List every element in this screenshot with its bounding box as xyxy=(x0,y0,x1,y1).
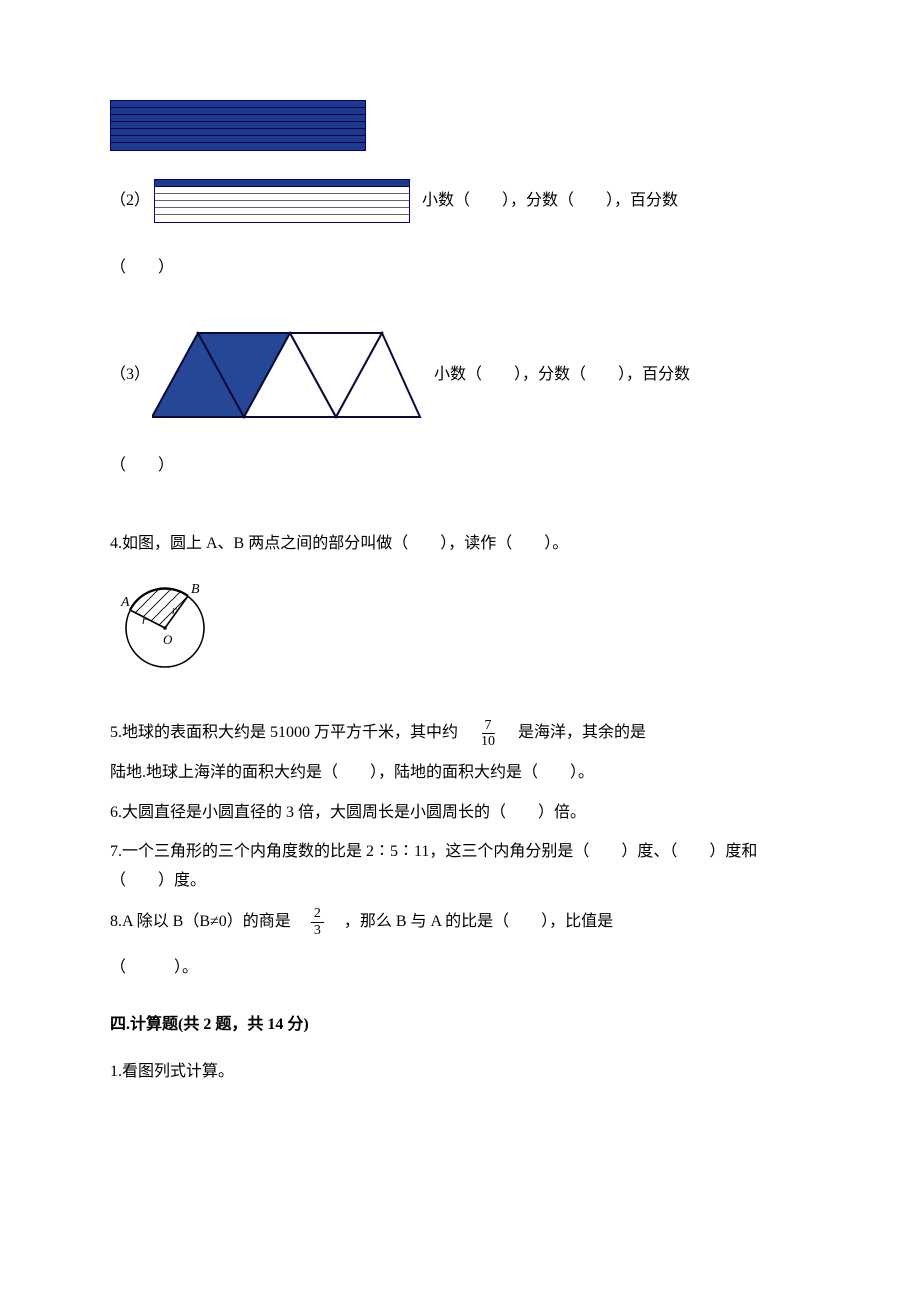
q4-circle-figure: A B O r r xyxy=(110,570,810,677)
q5-line2: 陆地.地球上海洋的面积大约是（ ），陆地的面积大约是（ ）。 xyxy=(110,757,810,789)
q5-post: 是海洋，其余的是 xyxy=(518,724,646,741)
q3-triangles-figure xyxy=(152,329,422,421)
q8-frac-num: 2 xyxy=(311,906,324,922)
q8-post: ，那么 B 与 A 的比是（ ），比值是 xyxy=(344,913,613,930)
q8-fraction: 2 3 xyxy=(311,906,324,938)
q2-number: （2） xyxy=(110,190,150,212)
q3-row: （3） 小数（ ），分数（ ），百分数 xyxy=(110,329,810,421)
q5-pre: 5.地球的表面积大约是 51000 万平方千米，其中约 xyxy=(110,724,458,741)
q2-paren: （ ） xyxy=(110,257,810,279)
q4-block: 4.如图，圆上 A、B 两点之间的部分叫做（ ），读作（ ）。 xyxy=(110,528,810,677)
q2-block: （2） 小数（ ），分数（ ），百分数 （ ） xyxy=(110,100,810,279)
q3-block: （3） 小数（ ），分数（ ），百分数 （ ） xyxy=(110,329,810,477)
q5-fraction: 7 10 xyxy=(478,718,498,750)
q8-pre: 8.A 除以 B（B≠0）的商是 xyxy=(110,913,291,930)
section4-title: 四.计算题(共 2 题，共 14 分) xyxy=(110,1014,810,1036)
q2-text: 小数（ ），分数（ ），百分数 xyxy=(422,190,678,212)
q3-text: 小数（ ），分数（ ），百分数 xyxy=(434,364,690,386)
label-A: A xyxy=(120,595,130,610)
label-r1: r xyxy=(142,613,147,627)
q3-paren: （ ） xyxy=(110,455,810,477)
q5-frac-den: 10 xyxy=(478,734,498,749)
label-B: B xyxy=(191,582,200,597)
q4-text: 4.如图，圆上 A、B 两点之间的部分叫做（ ），读作（ ）。 xyxy=(110,528,810,560)
q8-frac-den: 3 xyxy=(311,923,324,938)
label-O: O xyxy=(163,632,173,647)
q6-text: 6.大圆直径是小圆直径的 3 倍，大圆周长是小圆周长的（ ）倍。 xyxy=(110,799,810,828)
q2-row: （2） 小数（ ），分数（ ），百分数 xyxy=(110,179,810,223)
q2-stripes-bottom xyxy=(154,179,410,223)
q5-block: 5.地球的表面积大约是 51000 万平方千米，其中约 7 10 是海洋，其余的… xyxy=(110,717,810,789)
q5-frac-num: 7 xyxy=(482,718,495,734)
q2-stripes-top xyxy=(110,100,366,151)
q7-text: 7.一个三角形的三个内角度数的比是 2∶5∶11，这三个内角分别是（ ）度、（ … xyxy=(110,838,810,896)
q3-number: （3） xyxy=(110,364,150,386)
q8-line2: （ ）。 xyxy=(110,952,810,984)
section4-q1: 1.看图列式计算。 xyxy=(110,1056,810,1088)
label-r2: r xyxy=(172,603,177,617)
q8-block: 8.A 除以 B（B≠0）的商是 2 3 ，那么 B 与 A 的比是（ ），比值… xyxy=(110,906,810,984)
